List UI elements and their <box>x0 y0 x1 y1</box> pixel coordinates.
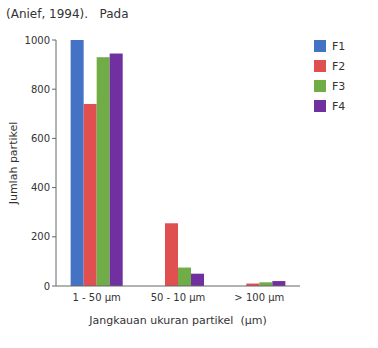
bar <box>84 104 97 286</box>
y-tick <box>52 187 56 188</box>
legend-label: F2 <box>332 60 345 73</box>
y-tick-label: 600 <box>31 133 50 144</box>
legend-swatch <box>314 80 326 92</box>
bar <box>165 223 178 286</box>
y-axis-line <box>56 40 57 286</box>
chart: (Anief, 1994). Pada 0 200 400 600 800 1000 1 - … <box>0 0 378 348</box>
legend-swatch <box>314 60 326 72</box>
bars <box>71 40 286 286</box>
y-tick-label: 400 <box>31 182 50 193</box>
y-tick <box>52 138 56 139</box>
y-tick-label: 800 <box>31 84 50 95</box>
legend-label: F1 <box>332 40 345 53</box>
bar <box>97 57 110 286</box>
y-tick-label: 0 <box>44 281 50 292</box>
legend-label: F3 <box>332 80 345 93</box>
y-tick-label: 200 <box>31 231 50 242</box>
bar <box>110 54 123 286</box>
bar <box>191 274 204 286</box>
bar <box>259 282 272 286</box>
legend: F1 F2 F3 F4 <box>314 40 345 113</box>
bar <box>272 281 285 286</box>
legend-swatch <box>314 100 326 112</box>
y-tick <box>52 236 56 237</box>
legend-label: F4 <box>332 100 345 113</box>
x-axis-label: Jangkauan ukuran partikel (μm) <box>88 314 266 327</box>
y-tick-label: 1000 <box>25 35 50 46</box>
bar <box>178 268 191 286</box>
bar <box>71 40 84 286</box>
y-axis-label: Jumlah partikel <box>7 122 20 206</box>
y-tick <box>52 40 56 41</box>
x-tick-label: 1 - 50 μm <box>72 292 120 303</box>
x-tick-label: 50 - 10 μm <box>151 292 206 303</box>
x-axis-line <box>56 286 300 287</box>
title: (Anief, 1994). Pada <box>6 7 129 21</box>
legend-swatch <box>314 40 326 52</box>
y-tick <box>52 89 56 90</box>
y-tick <box>52 286 56 287</box>
x-tick-label: > 100 μm <box>234 292 284 303</box>
